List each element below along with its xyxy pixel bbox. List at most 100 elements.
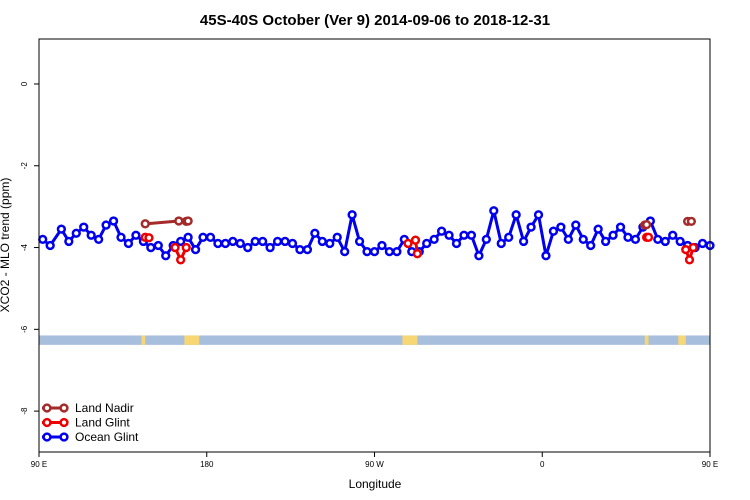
- data-point: [93, 234, 104, 245]
- land-patch: [678, 335, 686, 345]
- x-tick-label: 90 W: [365, 460, 384, 469]
- data-point: [86, 230, 96, 240]
- data-point: [101, 220, 111, 230]
- y-tick-label: -6: [20, 325, 29, 333]
- data-point: [511, 210, 521, 220]
- data-point: [451, 238, 462, 249]
- x-tick-label: 90 E: [31, 460, 47, 469]
- data-point: [660, 236, 670, 247]
- data-point: [533, 210, 544, 220]
- data-point: [623, 232, 633, 242]
- y-tick-label: -8: [20, 407, 29, 415]
- data-point: [489, 206, 499, 216]
- data-point: [235, 238, 245, 249]
- data-point: [228, 236, 238, 247]
- data-point: [518, 236, 529, 247]
- data-point: [354, 236, 365, 247]
- data-point: [347, 210, 357, 220]
- data-point: [474, 251, 484, 261]
- data-point: [213, 238, 223, 249]
- data-point: [541, 251, 551, 261]
- data-point: [392, 246, 402, 257]
- plot-frame: [38, 38, 711, 453]
- x-axis-label: Longitude: [349, 477, 402, 491]
- data-point: [38, 234, 48, 245]
- data-point: [340, 246, 350, 257]
- data-point: [571, 220, 581, 230]
- data-point: [79, 222, 89, 232]
- data-point: [332, 232, 342, 242]
- data-point: [45, 240, 55, 251]
- data-point: [668, 230, 678, 240]
- data-point: [422, 238, 432, 249]
- x-tick-label: 180: [200, 460, 214, 469]
- data-point: [369, 246, 380, 257]
- data-point: [548, 226, 559, 236]
- data-point: [302, 244, 313, 255]
- land-ocean-strip: [39, 335, 710, 345]
- legend-marker: [42, 417, 52, 428]
- data-point: [170, 242, 180, 253]
- y-tick-label: -2: [20, 162, 29, 170]
- data-point: [466, 230, 477, 240]
- series-land-glint: [140, 232, 698, 265]
- data-point: [412, 249, 423, 259]
- y-axis: 0 -2 -4 -6 -8: [20, 81, 39, 415]
- data-point: [64, 236, 74, 247]
- data-point: [403, 238, 413, 249]
- data-point: [688, 242, 698, 253]
- data-point: [181, 242, 191, 253]
- data-point: [377, 240, 387, 251]
- legend-marker: [42, 403, 52, 413]
- data-point: [481, 234, 491, 245]
- series-land-nadir: [140, 216, 697, 230]
- legend-label: Land Nadir: [75, 401, 134, 415]
- data-point: [272, 236, 283, 247]
- legend-marker: [59, 403, 69, 413]
- data-point: [444, 230, 454, 240]
- data-point: [615, 222, 626, 232]
- data-point: [496, 238, 506, 249]
- data-point: [317, 236, 327, 247]
- data-point: [153, 240, 163, 251]
- data-point: [686, 216, 697, 227]
- x-tick-label: 0: [540, 460, 545, 469]
- data-point: [600, 236, 611, 247]
- data-point: [243, 242, 253, 253]
- land-patch: [644, 335, 649, 345]
- data-point: [697, 238, 708, 249]
- data-point: [183, 216, 193, 226]
- series-line: [145, 219, 179, 226]
- legend-label: Ocean Glint: [75, 430, 139, 444]
- data-point: [258, 236, 268, 247]
- data-point: [593, 224, 603, 234]
- data-point: [526, 222, 536, 232]
- y-tick-label: 0: [20, 81, 29, 86]
- plot-series: [38, 206, 715, 265]
- data-point: [280, 236, 290, 247]
- data-point: [56, 224, 67, 234]
- land-patch: [184, 335, 200, 345]
- data-point: [183, 232, 193, 242]
- data-point: [140, 219, 150, 229]
- data-point: [630, 234, 641, 245]
- data-point: [161, 251, 171, 261]
- data-point: [641, 219, 652, 230]
- data-point: [198, 232, 208, 242]
- chart-title: 45S-40S October (Ver 9) 2014-09-06 to 20…: [200, 12, 550, 29]
- ocean-band: [39, 335, 710, 345]
- data-point: [205, 232, 216, 242]
- data-point: [144, 233, 154, 243]
- data-point: [410, 235, 421, 245]
- data-point: [563, 234, 573, 245]
- data-point: [108, 216, 119, 226]
- legend-item: Ocean Glint: [42, 430, 139, 444]
- data-point: [146, 242, 156, 253]
- data-point: [459, 230, 469, 240]
- data-point: [586, 240, 596, 251]
- series-ocean-glint: [38, 206, 715, 261]
- legend-marker: [59, 432, 69, 442]
- land-patch: [402, 335, 418, 345]
